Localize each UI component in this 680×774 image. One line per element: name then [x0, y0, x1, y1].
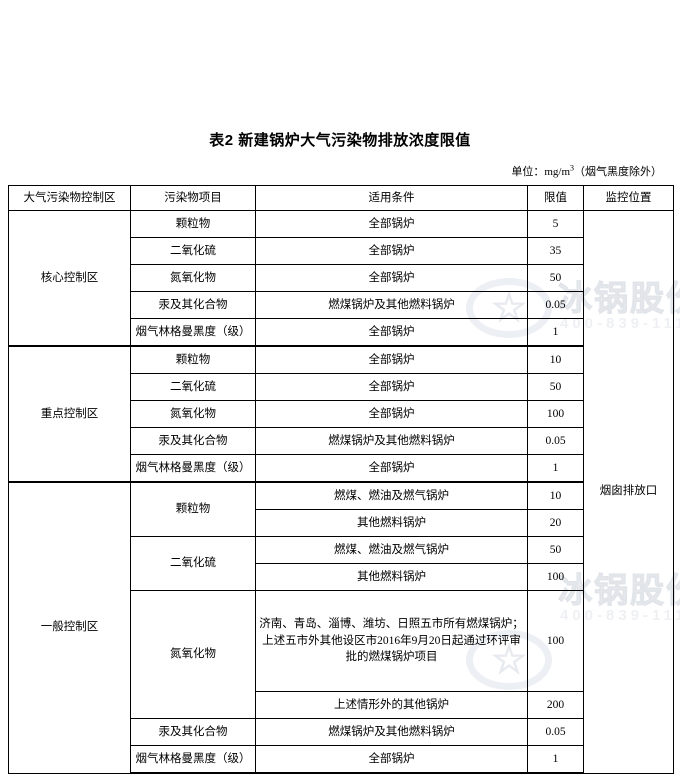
cell-limit-value: 0.05: [527, 718, 584, 746]
column-header-pollutant: 污染物项目: [130, 185, 256, 211]
table-row: 氮氧化物 全部锅炉 100: [9, 400, 674, 428]
cell-condition: 燃煤锅炉及其他燃料锅炉: [255, 291, 528, 319]
cell-condition: 全部锅炉: [255, 373, 528, 401]
cell-condition: 全部锅炉: [255, 210, 528, 238]
cell-condition: 其他燃料锅炉: [255, 563, 528, 591]
cell-pollutant: 汞及其化合物: [130, 427, 256, 455]
cell-limit-value: 10: [527, 481, 584, 510]
cell-limit-value: 20: [527, 509, 584, 537]
cell-limit-value: 35: [527, 237, 584, 265]
table-row: 重点控制区 颗粒物 全部锅炉 10: [8, 345, 674, 483]
document-body: 表2 新建锅炉大气污染物排放浓度限值 单位：mg/m3（烟气黑度除外） 大气污染…: [0, 129, 680, 774]
table-row: 其他燃料锅炉 100: [9, 563, 674, 591]
cell-limit-value: 1: [527, 745, 584, 774]
column-header-condition: 适用条件: [255, 185, 528, 211]
unit-note: 单位：mg/m3（烟气黑度除外）: [0, 163, 662, 179]
cell-pollutant: 汞及其化合物: [130, 291, 256, 319]
cell-condition: 全部锅炉: [255, 318, 528, 347]
cell-limit-value: 50: [527, 536, 584, 564]
cell-pollutant: 氮氧化物: [130, 264, 256, 292]
cell-zone: 核心控制区: [8, 210, 131, 347]
cell-condition: 全部锅炉: [255, 345, 528, 374]
table-body: 核心控制区 颗粒物 全部锅炉 5 烟囱排放口 二氧化硫 全部锅炉 35 氮氧化物 全部锅炉 50 汞及…: [8, 210, 674, 774]
cell-zone: 重点控制区: [8, 345, 131, 483]
table-header-row: 大气污染物控制区 污染物项目 适用条件 限值 监控位置: [8, 185, 674, 211]
table-row: 烟气林格曼黑度（级） 全部锅炉 1: [9, 454, 674, 483]
cell-pollutant: 氮氧化物: [130, 400, 256, 428]
cell-limit-value: 200: [527, 691, 584, 719]
cell-pollutant: 二氧化硫: [130, 237, 256, 265]
table-row: 一般控制区 颗粒物 燃煤、燃油及燃气锅炉 10: [8, 481, 674, 774]
column-header-monitor: 监控位置: [583, 185, 674, 211]
cell-limit-value: 0.05: [527, 291, 584, 319]
cell-pollutant: 氮氧化物: [130, 590, 256, 719]
cell-limit-value: 100: [527, 400, 584, 428]
table-row: 汞及其化合物 燃煤锅炉及其他燃料锅炉 0.05: [9, 427, 674, 455]
cell-limit-value: 50: [527, 373, 584, 401]
unit-note-prefix: 单位：mg/m: [511, 166, 570, 178]
table-row: 核心控制区 颗粒物 全部锅炉 5 烟囱排放口: [8, 210, 674, 774]
cell-limit-value: 1: [527, 454, 584, 483]
table-row: 二氧化硫 燃煤、燃油及燃气锅炉 50: [9, 536, 674, 591]
cell-pollutant: 烟气林格曼黑度（级）: [130, 318, 256, 347]
cell-condition: 燃煤、燃油及燃气锅炉: [255, 481, 528, 510]
cell-limit-value: 1: [527, 318, 584, 347]
cell-limit-value: 5: [527, 210, 584, 238]
cell-pollutant: 烟气林格曼黑度（级）: [130, 745, 256, 774]
cell-condition: 燃煤锅炉及其他燃料锅炉: [255, 427, 528, 455]
cell-zone: 一般控制区: [8, 481, 131, 774]
cell-pollutant: 颗粒物: [130, 481, 256, 537]
cell-condition: 其他燃料锅炉: [255, 509, 528, 537]
cell-limit-value: 50: [527, 264, 584, 292]
table-row: 二氧化硫 全部锅炉 35: [9, 237, 674, 265]
emission-limits-table: 大气污染物控制区 污染物项目 适用条件 限值 监控位置 核心控制区 颗粒物 全部锅炉…: [8, 185, 674, 774]
cell-limit-value: 100: [527, 590, 584, 692]
cell-limit-value: 0.05: [527, 427, 584, 455]
cell-pollutant: 颗粒物: [130, 345, 256, 374]
table-row: 二氧化硫 全部锅炉 50: [9, 373, 674, 401]
cell-pollutant: 二氧化硫: [130, 373, 256, 401]
cell-limit-value: 100: [527, 563, 584, 591]
cell-limit-value: 10: [527, 345, 584, 374]
cell-condition: 全部锅炉: [255, 400, 528, 428]
cell-condition: 上述情形外的其他锅炉: [255, 691, 528, 719]
table-row: 其他燃料锅炉 20: [9, 509, 674, 537]
cell-condition: 济南、青岛、淄博、潍坊、日照五市所有燃煤锅炉；上述五市外其他设区市2016年9月…: [255, 590, 528, 692]
column-header-zone: 大气污染物控制区: [8, 185, 131, 211]
cell-pollutant: 烟气林格曼黑度（级）: [130, 454, 256, 483]
cell-condition: 燃煤、燃油及燃气锅炉: [255, 536, 528, 564]
cell-condition: 全部锅炉: [255, 264, 528, 292]
cell-condition: 全部锅炉: [255, 745, 528, 774]
cell-monitor-position: 烟囱排放口: [583, 210, 674, 774]
unit-note-suffix: （烟气黑度除外）: [574, 166, 662, 178]
cell-pollutant: 二氧化硫: [130, 536, 256, 591]
cell-condition: 全部锅炉: [255, 237, 528, 265]
cell-pollutant: 颗粒物: [130, 210, 256, 238]
cell-condition: 燃煤锅炉及其他燃料锅炉: [255, 718, 528, 746]
unit-note-superscript: 3: [570, 163, 574, 173]
table-row: 汞及其化合物 燃煤锅炉及其他燃料锅炉 0.05: [9, 291, 674, 319]
page-title: 表2 新建锅炉大气污染物排放浓度限值: [209, 132, 471, 149]
cell-condition: 全部锅炉: [255, 454, 528, 483]
cell-pollutant: 汞及其化合物: [130, 718, 256, 746]
column-header-limit: 限值: [527, 185, 584, 211]
table-header: 大气污染物控制区 污染物项目 适用条件 限值 监控位置: [8, 185, 674, 211]
